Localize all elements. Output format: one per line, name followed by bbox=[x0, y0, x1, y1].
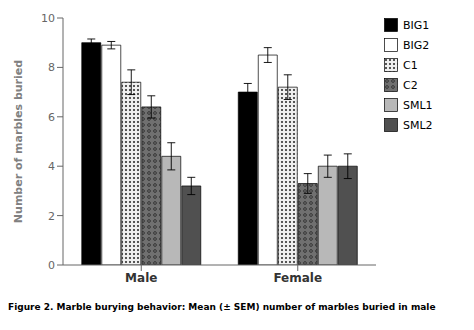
svg-text:6: 6 bbox=[48, 111, 55, 124]
html-text:C1: C1 bbox=[403, 58, 418, 72]
svg-text:10: 10 bbox=[41, 12, 55, 25]
svg-text:2: 2 bbox=[48, 210, 55, 223]
svg-text:Female: Female bbox=[273, 271, 322, 285]
html-text:C2: C2 bbox=[403, 78, 418, 92]
html-text:BIG2: BIG2 bbox=[403, 38, 430, 52]
svg-text:8: 8 bbox=[48, 61, 55, 74]
svg-text:Number of marbles buried: Number of marbles buried bbox=[12, 60, 25, 223]
svg-text:Male: Male bbox=[125, 271, 157, 285]
svg-text:4: 4 bbox=[48, 160, 55, 173]
html-text:BIG1: BIG1 bbox=[403, 18, 430, 32]
html-text:SML1: SML1 bbox=[403, 98, 433, 112]
html-text:SML2: SML2 bbox=[403, 118, 433, 132]
html-text:Figure 2. Marble burying behav: Figure 2. Marble burying behavior: Mean … bbox=[8, 302, 436, 312]
svg-text:0: 0 bbox=[48, 259, 55, 272]
